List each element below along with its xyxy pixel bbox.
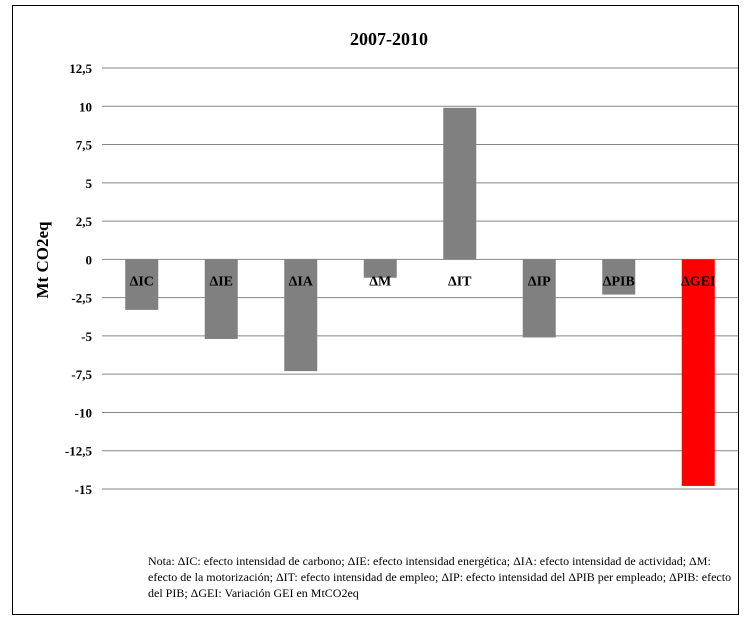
bar <box>363 259 397 278</box>
y-tick-label: -12,5 <box>65 444 93 459</box>
gridlines <box>102 67 738 490</box>
y-tick-label: -2,5 <box>71 291 92 306</box>
category-label: ΔM <box>369 274 391 289</box>
y-tick-label: -7,5 <box>71 367 92 382</box>
bar <box>522 259 556 338</box>
y-tick-label: 12,5 <box>69 61 92 76</box>
y-tick-labels: 12,5 10 7,5 5 2,5 0 -2,5 -5 -7,5 -10 -12,5 -15 <box>65 61 93 497</box>
category-label: ΔIC <box>130 274 154 289</box>
bar <box>284 259 318 372</box>
y-tick-label: 5 <box>86 176 93 191</box>
category-label: ΔPIB <box>603 274 635 289</box>
bar <box>204 259 238 339</box>
bar <box>602 259 636 295</box>
y-tick-label: -5 <box>81 329 92 344</box>
category-label: ΔGEI <box>681 274 715 289</box>
y-tick-label: 2,5 <box>76 214 93 229</box>
bars <box>125 107 715 486</box>
bar <box>681 259 715 486</box>
category-label: ΔIP <box>528 274 551 289</box>
y-tick-label: 7,5 <box>76 138 93 153</box>
category-label: ΔIA <box>289 274 314 289</box>
chart-footnote: Nota: ΔIC: efecto intensidad de carbono;… <box>148 554 732 600</box>
category-label: ΔIT <box>448 274 472 289</box>
y-axis-label: Mt CO2eq <box>33 221 52 299</box>
y-tick-label: -15 <box>75 482 93 497</box>
y-tick-label: 10 <box>79 99 92 114</box>
bar <box>443 107 477 260</box>
y-tick-label: 0 <box>86 252 93 267</box>
category-labels: ΔIC ΔIE ΔIA ΔM ΔIT ΔIP ΔPIB ΔGEI <box>130 274 716 289</box>
y-tick-label: -10 <box>75 405 92 420</box>
chart-title: 2007-2010 <box>350 29 428 49</box>
bar <box>125 259 159 310</box>
category-label: ΔIE <box>209 274 233 289</box>
